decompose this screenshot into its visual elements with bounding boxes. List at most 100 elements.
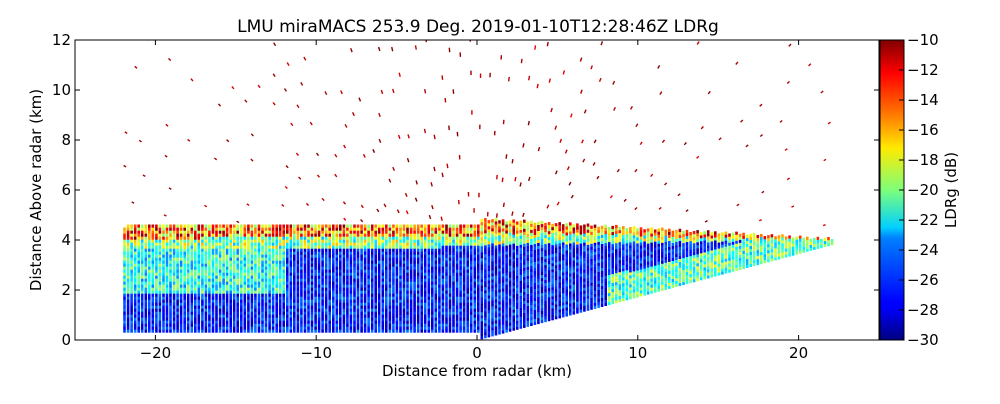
cloud-cell — [547, 249, 551, 253]
cloud-cell — [130, 242, 133, 246]
cloud-cell — [561, 311, 565, 315]
cloud-cell — [194, 242, 197, 246]
cloud-cell — [537, 290, 540, 295]
cloud-cell — [455, 257, 459, 261]
cloud-cell — [445, 248, 448, 252]
cloud-cell — [179, 227, 183, 231]
cloud-cell — [494, 266, 498, 270]
cloud-cell — [236, 293, 239, 297]
cloud-cell — [370, 293, 374, 297]
cloud-cell — [349, 269, 353, 273]
cloud-cell — [264, 320, 268, 324]
cloud-cell — [324, 290, 328, 294]
cloud-cell — [427, 281, 431, 285]
cloud-cell — [501, 279, 505, 283]
cloud-cell — [310, 224, 314, 228]
cloud-cell — [289, 272, 293, 276]
cloud-cell — [544, 261, 547, 266]
cloud-cell — [455, 269, 459, 273]
cloud-cell — [155, 311, 158, 315]
cloud-cell — [491, 327, 494, 331]
cloud-cell — [176, 239, 179, 243]
cloud-cell — [268, 275, 271, 279]
cloud-cell — [561, 290, 565, 294]
cloud-cell — [229, 320, 232, 324]
cloud-cell — [169, 224, 172, 228]
cloud-cell — [477, 278, 480, 282]
cloud-cell — [137, 224, 140, 228]
cloud-cell — [275, 281, 278, 285]
cloud-cell — [590, 252, 593, 256]
cloud-cell — [469, 317, 473, 321]
cloud-cell — [250, 230, 254, 234]
cloud-cell — [264, 314, 268, 318]
cloud-cell — [140, 329, 144, 333]
cloud-cell — [484, 305, 487, 309]
cloud-cell — [197, 248, 201, 252]
cloud-cell — [505, 251, 508, 255]
cloud-cell — [176, 293, 179, 297]
cloud-cell — [303, 236, 307, 240]
cloud-cell — [186, 329, 190, 333]
cloud-cell — [229, 254, 232, 258]
cloud-cell — [155, 281, 158, 285]
cloud-cell — [229, 227, 232, 231]
cloud-cell — [293, 275, 296, 279]
cloud-cell — [303, 302, 307, 306]
cloud-cell — [268, 320, 271, 324]
cloud-cell — [519, 235, 523, 239]
cloud-cell — [261, 278, 264, 282]
cloud-cell — [360, 314, 363, 318]
cloud-cell — [611, 228, 614, 233]
cloud-cell — [583, 248, 586, 252]
cloud-cell — [480, 312, 484, 316]
cloud-cell — [353, 239, 356, 243]
cloud-cell — [572, 248, 576, 252]
cloud-cell — [349, 239, 353, 243]
cloud-cell — [144, 272, 148, 276]
cloud-cell — [282, 269, 285, 273]
cloud-cell — [261, 227, 264, 231]
cloud-cell — [565, 304, 568, 308]
cloud-cell — [473, 239, 477, 243]
cloud-cell — [494, 275, 498, 279]
cloud-cell — [303, 293, 307, 297]
cloud-cell — [452, 281, 455, 285]
cloud-cell — [346, 311, 349, 315]
cloud-cell — [140, 293, 144, 297]
cloud-cell — [402, 251, 406, 255]
cloud-cell — [151, 287, 155, 291]
cloud-cell — [349, 272, 353, 276]
cloud-cell — [194, 245, 197, 249]
cloud-cell — [190, 260, 194, 264]
cloud-cell — [222, 263, 225, 267]
cloud-cell — [381, 326, 385, 330]
cloud-cell — [183, 269, 186, 273]
cloud-cell — [618, 257, 622, 261]
cloud-cell — [133, 305, 137, 309]
cloud-cell — [247, 224, 250, 228]
cloud-cell — [321, 317, 324, 321]
cloud-cell — [257, 305, 261, 309]
cloud-cell — [427, 269, 431, 273]
cloud-cell — [540, 268, 544, 273]
cloud-cell — [445, 242, 448, 246]
cloud-cell — [392, 239, 395, 243]
cloud-cell — [618, 260, 622, 264]
cloud-cell — [537, 245, 540, 249]
cloud-cell — [300, 323, 303, 327]
cloud-cell — [148, 323, 151, 327]
cloud-cell — [296, 320, 300, 324]
cloud-cell — [324, 284, 328, 288]
cloud-cell — [346, 320, 349, 324]
cloud-cell — [547, 270, 551, 274]
cloud-cell — [257, 269, 261, 273]
cloud-cell — [427, 272, 431, 276]
cloud-cell — [243, 317, 247, 321]
cloud-cell — [339, 236, 342, 240]
cloud-cell — [289, 263, 293, 267]
cloud-cell — [264, 308, 268, 312]
cloud-cell — [459, 287, 462, 291]
cloud-cell — [307, 296, 310, 300]
cloud-cell — [586, 298, 590, 302]
